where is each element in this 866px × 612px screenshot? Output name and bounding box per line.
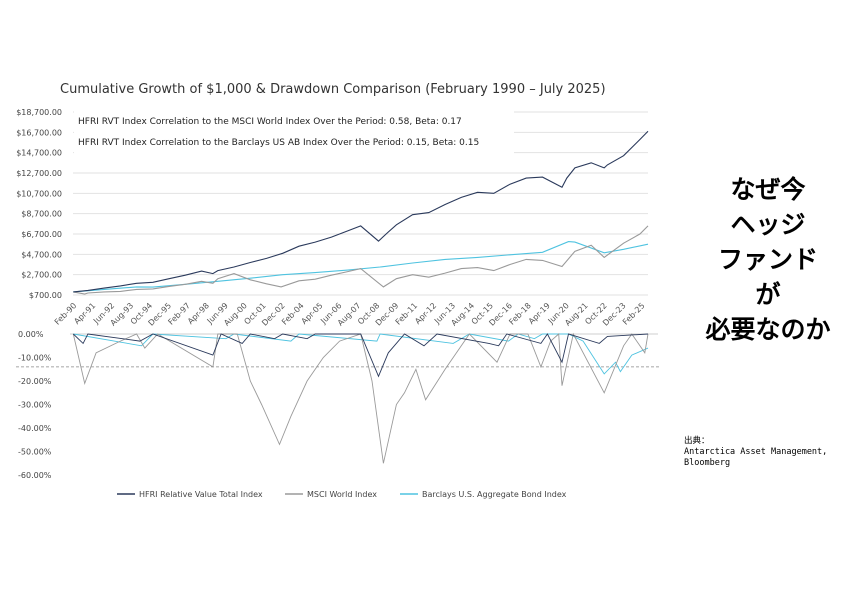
legend-label: MSCI World Index [307, 490, 377, 499]
drawdown-y-tick-label: -30.00% [18, 401, 52, 410]
x-tick-label: Apr-19 [527, 301, 552, 326]
y-tick-label: $10,700.00 [16, 189, 62, 198]
y-tick-label: $700.00 [29, 291, 62, 300]
x-tick-label: Apr-91 [72, 301, 97, 326]
drawdown-y-tick-label: -40.00% [18, 424, 52, 433]
growth-line-barclays-u-s-aggregate-bond-index [73, 241, 649, 293]
headline-line: 必要なのか [705, 315, 831, 344]
headline-line: ヘッジ [730, 210, 806, 239]
y-tick-label: $12,700.00 [16, 169, 62, 178]
y-tick-label: $8,700.00 [21, 210, 62, 219]
y-tick-label: $16,700.00 [16, 128, 62, 137]
drawdown-line-msci-world-index [72, 332, 649, 464]
y-tick-label: $4,700.00 [21, 250, 62, 259]
chart: Cumulative Growth of $1,000 & Drawdown C… [16, 82, 660, 499]
source-label: 出典： [684, 436, 710, 446]
drawdown-line-hfri-relative-value-total-index [72, 333, 649, 378]
x-tick-label: Apr-05 [300, 301, 325, 326]
source-line: Bloomberg [684, 458, 731, 468]
chart-title: Cumulative Growth of $1,000 & Drawdown C… [60, 82, 606, 97]
legend-label: Barclays U.S. Aggregate Bond Index [422, 490, 567, 499]
drawdown-y-tick-label: -60.00% [18, 471, 52, 480]
drawdown-y-tick-label: -50.00% [18, 448, 52, 457]
legend: HFRI Relative Value Total Index MSCI Worl… [117, 490, 567, 499]
growth-line-hfri-relative-value-total-index [73, 130, 649, 293]
source-note: 出典： Antarctica Asset Management, Bloombe… [684, 436, 827, 469]
headline-line: なぜ今 [730, 175, 806, 204]
drawdown-y-tick-label: -10.00% [18, 354, 52, 363]
headline-line: ファンド [717, 245, 818, 274]
headline: なぜ今 ヘッジ ファンド が 必要なのか [680, 172, 856, 347]
annotation-barclays: HFRI RVT Index Correlation to the Barcla… [78, 138, 479, 148]
annotation-msci: HFRI RVT Index Correlation to the MSCI W… [78, 117, 462, 127]
drawdown-line-barclays-u-s-aggregate-bond-index [73, 333, 649, 375]
x-tick-label: Apr-12 [413, 301, 438, 326]
y-tick-label: $14,700.00 [16, 149, 62, 158]
legend-label: HFRI Relative Value Total Index [139, 490, 263, 499]
drawdown-y-tick-label: -20.00% [18, 377, 52, 386]
x-tick-label: Apr-98 [186, 301, 211, 326]
drawdown-y-tick-label: 0.00% [18, 330, 44, 339]
y-tick-label: $2,700.00 [21, 271, 62, 280]
y-tick-label: $6,700.00 [21, 230, 62, 239]
headline-line: が [755, 280, 781, 309]
y-tick-label: $18,700.00 [16, 108, 62, 117]
source-line: Antarctica Asset Management, [684, 447, 828, 457]
growth-line-msci-world-index [73, 225, 649, 295]
annotation-box [74, 110, 514, 155]
